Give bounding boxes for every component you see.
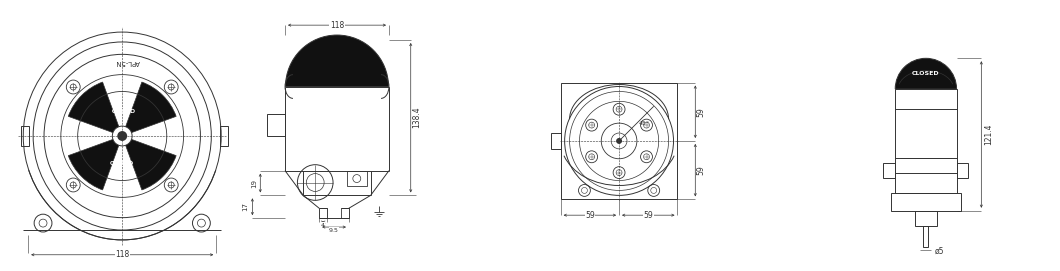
- Text: 19: 19: [251, 179, 258, 188]
- Bar: [341, 208, 349, 218]
- Bar: [267, 114, 285, 136]
- Bar: [21, 126, 30, 146]
- Bar: [347, 171, 367, 186]
- Wedge shape: [122, 82, 176, 136]
- Wedge shape: [122, 136, 176, 190]
- Circle shape: [616, 138, 622, 144]
- Bar: [915, 211, 937, 225]
- Text: 59: 59: [643, 211, 653, 220]
- Bar: [923, 225, 929, 247]
- Bar: [883, 163, 896, 178]
- Text: CLOSED: CLOSED: [110, 161, 135, 166]
- Text: 121.4: 121.4: [984, 124, 993, 145]
- Text: 138.4: 138.4: [412, 107, 421, 128]
- Bar: [896, 89, 956, 193]
- Text: 17: 17: [243, 202, 248, 211]
- Bar: [319, 208, 328, 218]
- Text: 59: 59: [696, 165, 706, 175]
- Circle shape: [112, 126, 132, 146]
- Text: 118: 118: [330, 21, 345, 30]
- Text: 59: 59: [696, 107, 706, 117]
- Text: 45°: 45°: [639, 121, 650, 126]
- Text: 59: 59: [585, 211, 595, 220]
- Text: CLOSED: CLOSED: [912, 71, 940, 76]
- Text: 9.5: 9.5: [329, 228, 339, 233]
- Text: ø5: ø5: [934, 247, 943, 256]
- Text: APL-5N: APL-5N: [114, 59, 140, 65]
- Bar: [891, 193, 960, 211]
- Text: CLOSED: CLOSED: [110, 106, 135, 111]
- Wedge shape: [896, 58, 956, 89]
- Wedge shape: [285, 35, 388, 86]
- Text: 118: 118: [116, 250, 129, 259]
- Bar: [220, 126, 228, 146]
- Circle shape: [118, 131, 127, 141]
- Wedge shape: [68, 82, 122, 136]
- Wedge shape: [68, 136, 122, 190]
- Text: 4: 4: [321, 222, 325, 228]
- Bar: [551, 133, 561, 149]
- Bar: [561, 83, 677, 199]
- Bar: [956, 163, 969, 178]
